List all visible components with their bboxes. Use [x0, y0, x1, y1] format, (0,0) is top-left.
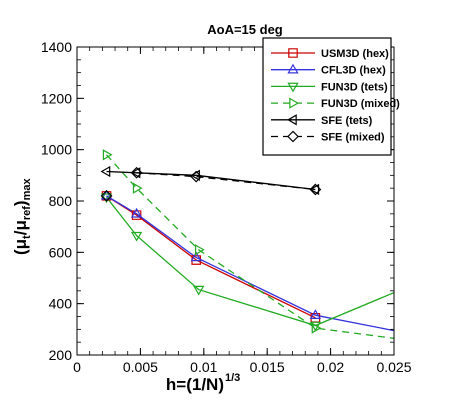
data-point-2-3	[190, 251, 202, 262]
y-axis-label-sub1: t	[21, 235, 33, 239]
y-axis-label-close: )	[11, 200, 30, 206]
data-point-2-4	[309, 309, 322, 319]
legend-items: USM3D (hex) CFL3D (hex) FUN3D (tets) FUN3D …	[271, 48, 400, 144]
x-tick-label: 0.005	[123, 359, 158, 375]
data-point-3-2	[130, 231, 143, 242]
x-tick-label: 0.015	[250, 359, 285, 375]
data-point-6-2	[130, 166, 143, 179]
data-point-4-4	[311, 322, 322, 334]
x-tick-label: 0.02	[317, 359, 344, 375]
x-axis-label: h=(1/N) 1/3	[166, 372, 240, 394]
x-tick-label: 0	[73, 359, 81, 375]
legend-marker-2	[287, 63, 299, 74]
legend-marker-3	[287, 82, 299, 93]
legend-label-5: SFE (tets)	[321, 115, 373, 127]
x-axis-label-main: h=(1/N)	[166, 375, 224, 394]
data-point-3-3	[193, 285, 205, 296]
data-point-5-2	[130, 167, 141, 179]
legend: USM3D (hex) CFL3D (hex) FUN3D (tets) FUN3D …	[262, 37, 400, 156]
y-axis-label-open: (μ	[11, 239, 30, 255]
x-axis-label-sup: 1/3	[225, 372, 240, 384]
legend-label-3: FUN3D (tets)	[321, 81, 388, 93]
data-point-2-1	[100, 189, 113, 200]
series-line-2	[106, 195, 394, 332]
y-tick-label: 200	[49, 347, 73, 363]
data-point-6-3	[190, 170, 203, 183]
y-tick-label: 800	[49, 193, 73, 209]
legend-label-1: USM3D (hex)	[321, 48, 389, 60]
y-tick-label: 1400	[41, 39, 72, 55]
y-axis-label: (μt/μref)max	[11, 178, 33, 255]
y-axis-label-mid: /μ	[11, 220, 30, 235]
chart-title: AoA=15 deg	[207, 22, 283, 37]
tick-labels: 0 0.005 0.01 0.015 0.02 0.025 200 400 600 800 1000…	[41, 39, 412, 375]
plot-markers	[100, 149, 322, 334]
y-axis-label-sub2: ref	[21, 206, 33, 220]
legend-marker-5	[286, 114, 297, 126]
data-point-2-2	[130, 207, 143, 218]
data-point-6-4	[309, 183, 322, 196]
data-point-6-1	[100, 189, 113, 202]
series-line-4	[106, 154, 394, 339]
data-point-5-1	[100, 165, 111, 178]
legend-label-2: CFL3D (hex)	[321, 65, 386, 77]
legend-marker-6	[287, 130, 299, 143]
plot-lines	[105, 154, 394, 339]
y-tick-label: 400	[49, 296, 73, 312]
y-tick-label: 1200	[41, 90, 72, 106]
legend-box	[262, 37, 392, 156]
y-tick-label: 1000	[41, 142, 72, 158]
legend-label-4: FUN3D (mixed)	[321, 98, 400, 110]
legend-label-6: SFE (mixed)	[321, 132, 385, 144]
y-axis-label-sub3: max	[21, 178, 33, 201]
series-line-3	[105, 196, 394, 327]
x-tick-label: 0.025	[376, 359, 411, 375]
legend-marker-1	[288, 48, 298, 58]
y-tick-label: 600	[49, 244, 73, 260]
legend-marker-4	[289, 97, 300, 109]
series-line-5	[106, 170, 316, 191]
data-point-4-2	[132, 182, 143, 194]
data-point-5-4	[309, 183, 320, 196]
data-point-4-1	[102, 149, 113, 161]
axes	[76, 46, 395, 356]
x-tick-label: 0.01	[190, 359, 217, 375]
data-point-4-3	[194, 244, 205, 256]
series-line-6	[136, 172, 316, 191]
